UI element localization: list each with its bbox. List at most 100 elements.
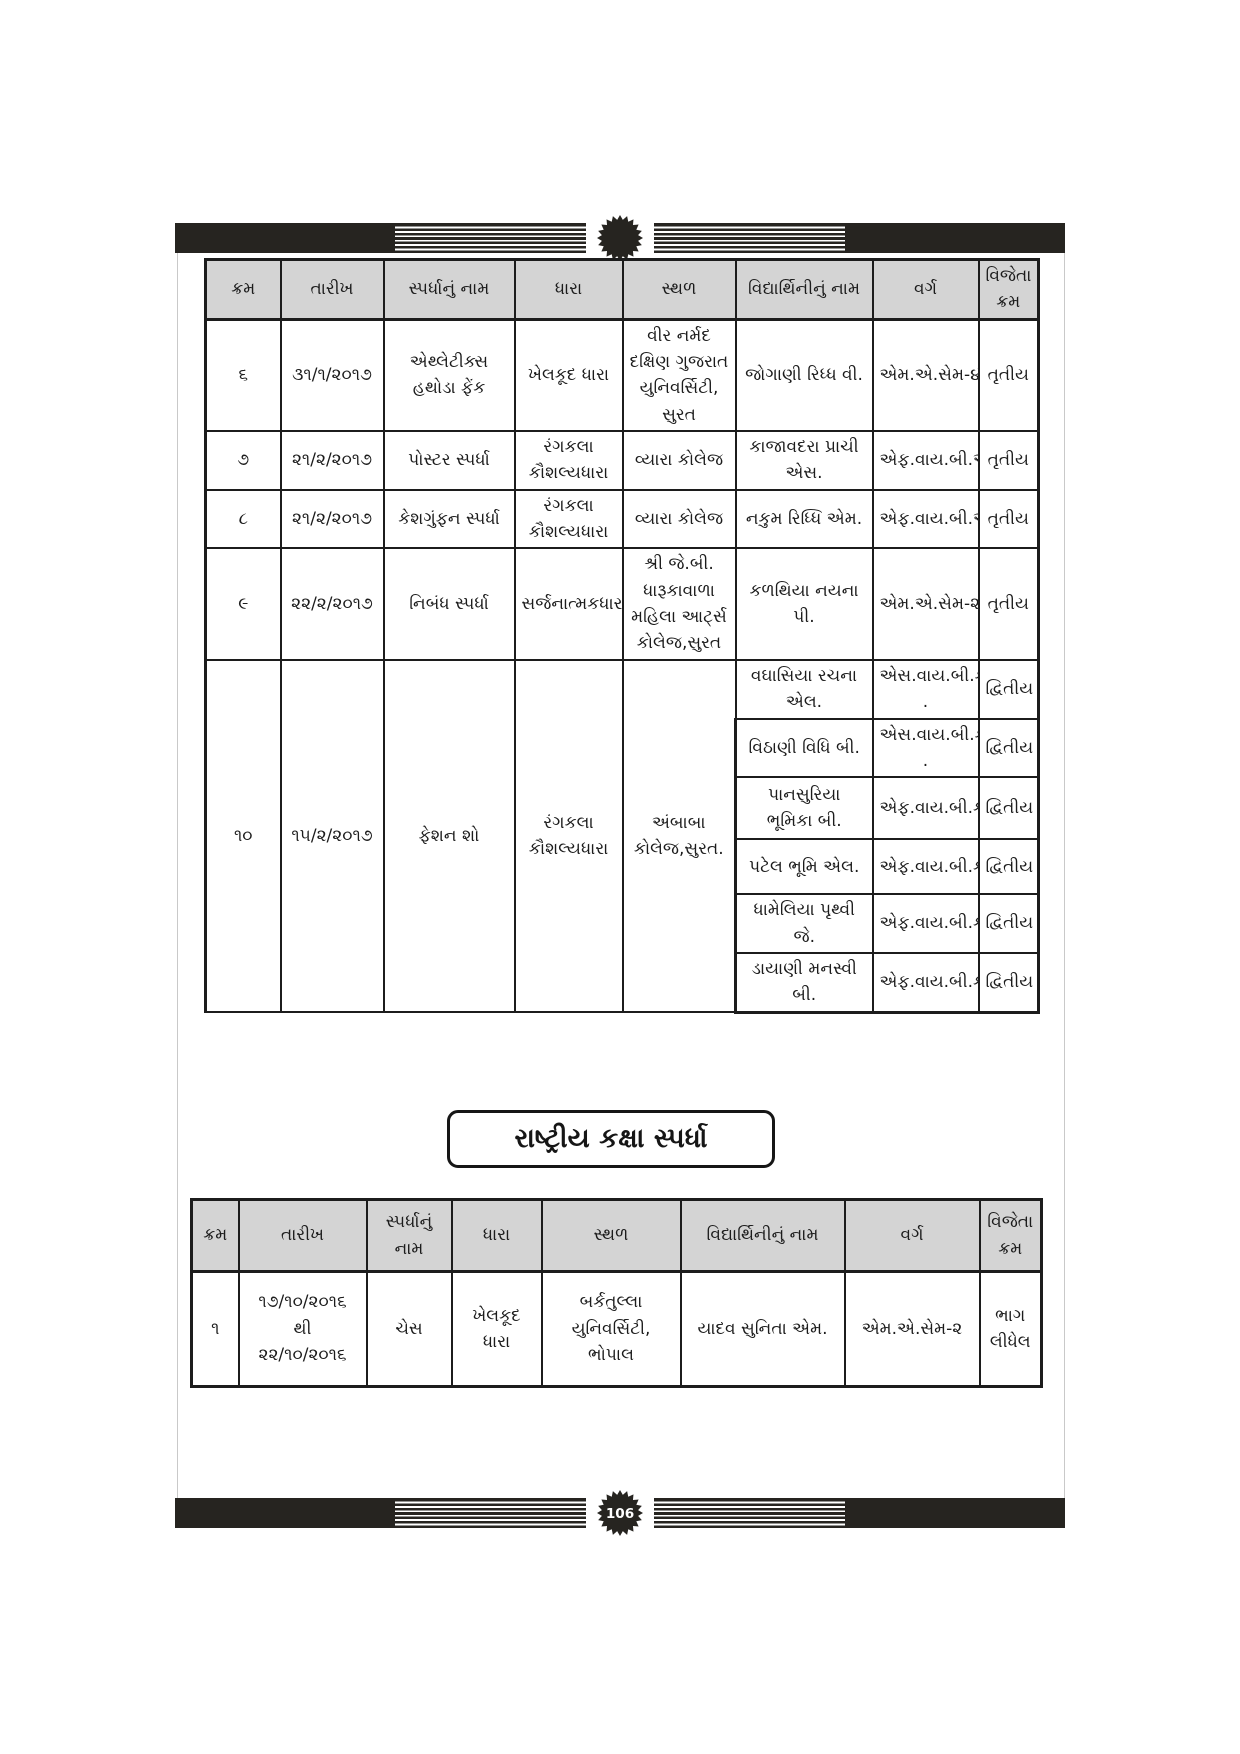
cell-class: એસ.વાય.બી.કોમ .	[871, 658, 980, 720]
col-header-venue: સ્થળ	[621, 258, 737, 321]
cell-class: એમ.એ.સેમ-૪	[871, 318, 980, 433]
state-competition-table: ક્રમ તારીખ સ્પર્ધાનું નામ ધારા સ્થળ વિદ્…	[204, 258, 1040, 1014]
cell-rank: દ્વિતીય	[977, 717, 1040, 779]
cell-student: કળથિયા નયના પી.	[734, 547, 874, 661]
col-header-rank: વિજેતા ક્રમ	[978, 1198, 1043, 1273]
cell-date: ૨૧/૨/૨૦૧૭	[279, 488, 385, 550]
cell-student: કાજાવદરા પ્રાચી એસ.	[734, 430, 874, 491]
cell-stream: રંગકલા કૌશલ્યધારા	[513, 430, 624, 491]
col-header-class: વર્ગ	[843, 1198, 981, 1273]
cell-student: ધામેલિયા પૃથ્વી જે.	[734, 893, 874, 954]
table-row: ડાયાણી મનસ્વી બી. એફ.વાય.બી.કોમ. દ્વિતીય	[206, 951, 1040, 1014]
page-number-badge: 106	[586, 1490, 654, 1536]
col-header-venue: સ્થળ	[540, 1198, 682, 1273]
badge-gap	[586, 215, 654, 261]
section-title-box: રાષ્ટ્રીય કક્ષા સ્પર્ધા	[447, 1110, 775, 1168]
cell-student: વિઠાણી વિધિ બી.	[734, 717, 874, 779]
cell-student: પાનસુરિયા ભૂમિકા બી.	[734, 776, 874, 841]
cell-sr: ૧	[190, 1270, 240, 1388]
starburst-page-number-icon: 106	[596, 1490, 643, 1536]
cell-rank: દ્વિતીય	[977, 838, 1040, 896]
cell-sr: ૧૦	[204, 658, 282, 1014]
table-row: પાનસુરિયા ભૂમિકા બી. એફ.વાય.બી.કોમ. દ્વિ…	[206, 776, 1040, 841]
cell-venue: શ્રી જે.બી. ધારૂકાવાળા મહિલા આર્ટ્સ કોલે…	[621, 547, 737, 661]
cell-student: પટેલ ભૂમિ એલ.	[734, 838, 874, 896]
cell-date: ૨૨/૨/૨૦૧૭	[279, 547, 385, 661]
cell-stream: રંગકલા કૌશલ્યધારા	[513, 658, 624, 1014]
national-competition-table: ક્રમ તારીખ સ્પર્ધાનું નામ ધારા સ્થળ વિદ્…	[190, 1198, 1043, 1388]
cell-rank: દ્વિતીય	[977, 951, 1040, 1014]
cell-competition: કેશગુંફન સ્પર્ધા	[382, 488, 516, 550]
cell-student: નકુમ રિધ્ધિ એમ.	[734, 488, 874, 550]
cell-venue: અંબાબા કોલેજ,સુરત.	[621, 658, 737, 1014]
table-header-row: ક્રમ તારીખ સ્પર્ધાનું નામ ધારા સ્થળ વિદ્…	[190, 1198, 1043, 1273]
cell-venue: વ્યારા કોલેજ	[621, 488, 737, 550]
cell-competition: નિબંધ સ્પર્ધા	[382, 547, 516, 661]
table-row: વિઠાણી વિધિ બી. એસ.વાય.બી.કોમ . દ્વિતીય	[206, 717, 1040, 779]
table-row: ધામેલિયા પૃથ્વી જે. એફ.વાય.બી.કોમ. દ્વિત…	[206, 893, 1040, 954]
cell-date: ૧૭/૧૦/૨૦૧૬ થી ૨૨/૧૦/૨૦૧૬	[237, 1270, 368, 1388]
col-header-date: તારીખ	[237, 1198, 368, 1273]
col-header-competition: સ્પર્ધાનું નામ	[365, 1198, 453, 1273]
cell-class: એફ.વાય.બી.એ.	[871, 430, 980, 491]
table-row: ૬ ૩૧/૧/૨૦૧૭ એથ્લેટીક્સ હથોડા ફેંક ખેલકૂદ…	[204, 318, 1040, 433]
cell-rank: દ્વિતીય	[977, 776, 1040, 841]
col-header-stream: ધારા	[450, 1198, 543, 1273]
cell-class: એફ.વાય.બી.કોમ.	[871, 838, 980, 896]
page-number: 106	[606, 1506, 634, 1522]
footer-ornament-band: 106	[175, 1490, 1065, 1536]
cell-sr: ૯	[204, 547, 282, 661]
cell-date: ૨૧/૨/૨૦૧૭	[279, 430, 385, 491]
cell-venue: વીર નર્મદ દક્ષિણ ગુજરાત યુનિવર્સિટી, સુર…	[621, 318, 737, 433]
cell-venue: વ્યારા કોલેજ	[621, 430, 737, 491]
cell-student: વઘાસિયા રચના એલ.	[734, 658, 874, 720]
cell-rank: ભાગ લીધેલ	[978, 1270, 1043, 1388]
cell-competition: ચેસ	[365, 1270, 453, 1388]
cell-date: ૩૧/૧/૨૦૧૭	[279, 318, 385, 433]
cell-rank: તૃતીય	[977, 547, 1040, 661]
table-row-group-start: ૧૦ ૧૫/૨/૨૦૧૭ ફેશન શો રંગકલા કૌશલ્યધારા અ…	[204, 658, 1040, 1014]
cell-stream: સર્જનાત્મકધારા	[513, 547, 624, 661]
table-header-row: ક્રમ તારીખ સ્પર્ધાનું નામ ધારા સ્થળ વિદ્…	[204, 258, 1040, 321]
cell-sr: ૮	[204, 488, 282, 550]
cell-competition: ફેશન શો	[382, 658, 516, 1014]
cell-class: એમ.એ.સેમ-૨	[871, 547, 980, 661]
stripe-pattern-right	[653, 1499, 846, 1527]
cell-venue: બર્કતુલ્લા યુનિવર્સિટી, ભોપાલ	[540, 1270, 682, 1388]
table-row: ૧ ૧૭/૧૦/૨૦૧૬ થી ૨૨/૧૦/૨૦૧૬ ચેસ ખેલકૂદ ધા…	[190, 1270, 1043, 1388]
cell-sr: ૭	[204, 430, 282, 491]
cell-stream: ખેલકૂદ ધારા	[513, 318, 624, 433]
table-row: ૯ ૨૨/૨/૨૦૧૭ નિબંધ સ્પર્ધા સર્જનાત્મકધારા…	[204, 547, 1040, 661]
cell-stream: ખેલકૂદ ધારા	[450, 1270, 543, 1388]
cell-rank: તૃતીય	[977, 430, 1040, 491]
col-header-sr: ક્રમ	[190, 1198, 240, 1273]
cell-rank: તૃતીય	[977, 488, 1040, 550]
table-row: ૮ ૨૧/૨/૨૦૧૭ કેશગુંફન સ્પર્ધા રંગકલા કૌશલ…	[204, 488, 1040, 550]
col-header-student: વિદ્યાર્થિનીનું નામ	[734, 258, 874, 321]
cell-date: ૧૫/૨/૨૦૧૭	[279, 658, 385, 1014]
cell-class: એફ.વાય.બી.કોમ.	[871, 893, 980, 954]
col-header-student: વિદ્યાર્થિનીનું નામ	[679, 1198, 846, 1273]
stripe-pattern-left	[394, 1499, 587, 1527]
cell-student: યાદવ સુનિતા એમ.	[679, 1270, 846, 1388]
col-header-stream: ધારા	[513, 258, 624, 321]
col-header-competition: સ્પર્ધાનું નામ	[382, 258, 516, 321]
cell-class: એફ.વાય.બી.કોમ.	[871, 776, 980, 841]
cell-class: એફ.વાય.બી.એ.	[871, 488, 980, 550]
col-header-sr: ક્રમ	[204, 258, 282, 321]
col-header-class: વર્ગ	[871, 258, 980, 321]
table-row: ૭ ૨૧/૨/૨૦૧૭ પોસ્ટર સ્પર્ધા રંગકલા કૌશલ્ય…	[204, 430, 1040, 491]
cell-competition: એથ્લેટીક્સ હથોડા ફેંક	[382, 318, 516, 433]
cell-competition: પોસ્ટર સ્પર્ધા	[382, 430, 516, 491]
col-header-date: તારીખ	[279, 258, 385, 321]
stripe-pattern-right	[653, 224, 846, 252]
stripe-pattern-left	[394, 224, 587, 252]
cell-class: એમ.એ.સેમ-૨	[843, 1270, 981, 1388]
cell-rank: તૃતીય	[977, 318, 1040, 433]
cell-student: ડાયાણી મનસ્વી બી.	[734, 951, 874, 1014]
starburst-icon	[596, 215, 643, 261]
cell-rank: દ્વિતીય	[977, 893, 1040, 954]
cell-class: એસ.વાય.બી.કોમ .	[871, 717, 980, 779]
header-ornament-band	[175, 215, 1065, 261]
